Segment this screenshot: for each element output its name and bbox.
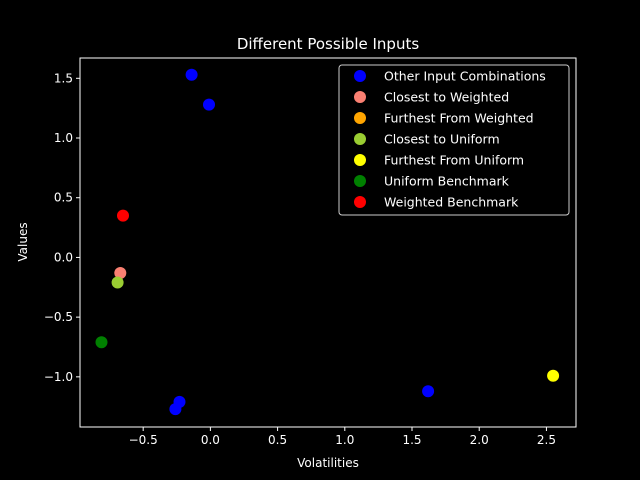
x-tick-label-1: 0.0	[201, 433, 220, 447]
legend-entry-4: Furthest From Uniform	[384, 153, 524, 168]
legend-entry-5: Uniform Benchmark	[384, 174, 510, 189]
point-series-0-1	[203, 98, 215, 111]
legend-marker-5	[354, 175, 366, 187]
x-axis-label: Volatilities	[297, 456, 359, 470]
point-series-0-3	[169, 403, 182, 416]
point-series-1-0	[114, 267, 127, 279]
point-series-4-0	[547, 369, 560, 382]
legend-entry-3: Closest to Uniform	[384, 132, 500, 147]
legend-entry-0: Other Input Combinations	[384, 69, 546, 84]
legend-marker-0	[354, 70, 366, 82]
y-tick-label-5: 1.5	[54, 71, 73, 85]
y-axis-ticks: −1.0 −0.5 0.0 0.5 1.0 1.5	[44, 71, 80, 384]
y-tick-label-2: 0.0	[54, 250, 73, 264]
x-axis-ticks: −0.5 0.0 0.5 1.0 1.5 2.0 2.5	[129, 427, 556, 447]
legend-box	[338, 64, 570, 216]
points-layer	[95, 68, 560, 416]
legend: Other Input Combinations Closest to Weigh…	[338, 64, 570, 216]
x-tick-label-5: 2.0	[470, 433, 489, 447]
x-tick-label-4: 1.5	[402, 433, 421, 447]
point-series-0-0	[185, 68, 198, 81]
legend-entry-1: Closest to Weighted	[384, 90, 509, 105]
y-axis-label: Values	[16, 222, 30, 261]
legend-marker-3	[354, 133, 366, 145]
legend-marker-2	[354, 112, 366, 124]
legend-entry-2: Furthest From Weighted	[384, 111, 534, 126]
x-tick-label-3: 1.0	[335, 433, 354, 447]
x-tick-label-0: −0.5	[129, 433, 158, 447]
plot-frame	[79, 57, 577, 428]
point-series-6-0	[117, 209, 129, 222]
y-tick-label-0: −1.0	[44, 370, 73, 384]
legend-marker-1	[354, 91, 366, 103]
legend-marker-6	[354, 196, 366, 208]
y-tick-label-3: 0.5	[54, 191, 73, 205]
x-tick-label-6: 2.5	[537, 433, 556, 447]
y-tick-label-1: −0.5	[44, 310, 73, 324]
x-tick-label-2: 0.5	[268, 433, 287, 447]
y-tick-label-4: 1.0	[54, 131, 73, 145]
legend-marker-4	[354, 154, 366, 166]
point-series-3-0	[111, 276, 124, 289]
point-series-5-0	[95, 336, 108, 349]
point-series-0-4	[422, 385, 435, 398]
legend-entry-6: Weighted Benchmark	[384, 195, 519, 210]
chart-title: Different Possible Inputs	[237, 35, 420, 53]
